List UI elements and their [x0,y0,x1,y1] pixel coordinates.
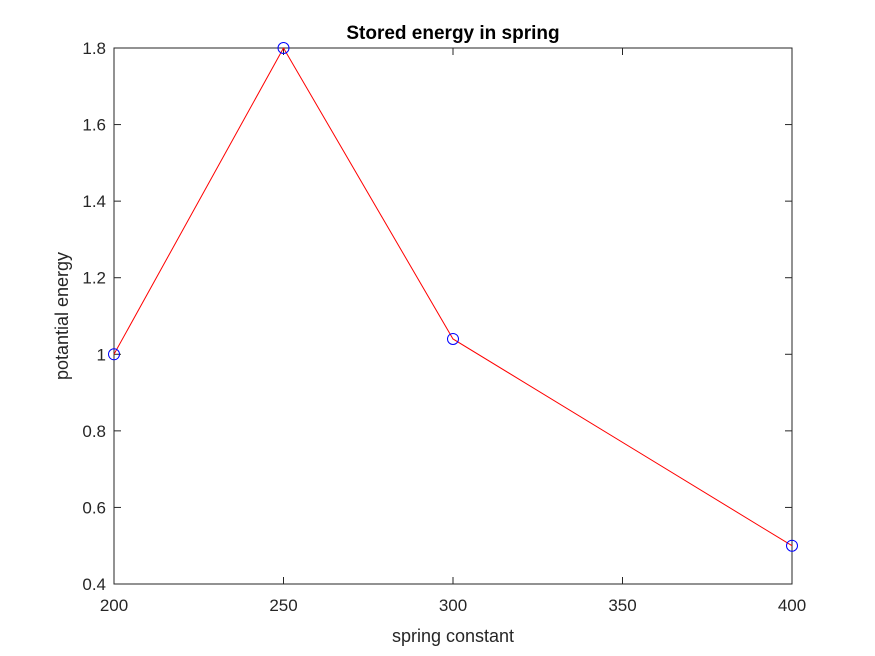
y-tick-label: 0.8 [82,422,106,441]
x-ticks [113,48,793,584]
data-point-marker [108,348,120,361]
y-tick-label: 0.4 [82,575,106,594]
y-tick-label: 1.2 [82,269,106,288]
series-lines [113,46,793,547]
y-tick-labels: 0.4 0.6 0.8 1 1.2 1.4 1.6 1.8 [82,39,106,594]
y-tick-label: 1.4 [82,192,106,211]
y-tick-label: 1.8 [82,39,106,58]
series-markers [108,42,798,552]
y-axis-label: potantial energy [52,252,72,380]
chart-title: Stored energy in spring [346,23,559,44]
x-tick-label: 400 [778,596,806,615]
plot-area [113,47,793,585]
data-point-marker [786,539,798,552]
x-tick-label: 250 [269,596,297,615]
y-tick-label: 0.6 [82,498,106,517]
x-tick-label: 350 [608,596,636,615]
x-axis-label: spring constant [392,626,514,646]
series-line [113,46,793,547]
x-tick-labels: 200 250 300 350 400 [100,596,806,615]
x-tick-label: 300 [439,596,467,615]
data-point-marker [447,332,459,345]
x-tick-label: 200 [100,596,128,615]
y-tick-label: 1 [97,345,106,364]
y-ticks [114,47,792,585]
y-tick-label: 1.6 [82,116,106,135]
data-point-marker [277,42,290,54]
